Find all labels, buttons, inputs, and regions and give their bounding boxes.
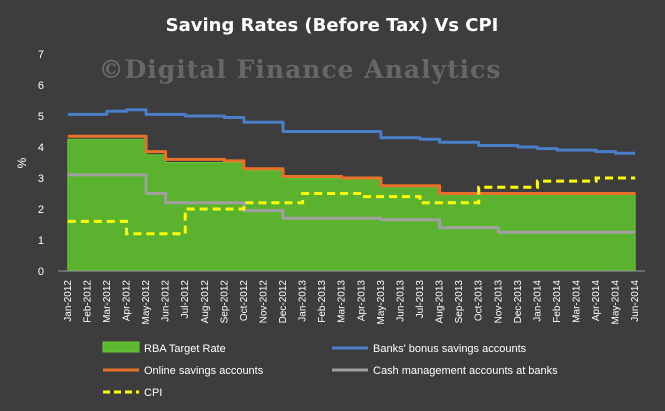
plot-area: 0 1 2 3 4 5 6 7 Jan-2012 Feb-2012 Mar-2012 Apr-2012… [38,49,645,324]
x-tick-label: Jan-2013 [298,280,309,322]
series-online-savings-accounts-line [67,134,636,195]
x-tick-label: Sep-2012 [219,280,230,324]
y-axis-label: % [15,157,29,168]
x-tick-label: Jun-2012 [161,280,172,322]
x-tick-label: Jan-2012 [63,280,74,322]
x-tick-label: Mar-2012 [102,280,113,323]
y-tick-label: 0 [38,266,44,278]
x-tick-label: May-2013 [376,280,387,325]
x-tick-label: Jun-2014 [630,280,641,322]
x-tick-label: Jul-2012 [180,280,191,319]
x-tick-label: Oct-2012 [239,280,250,322]
series-banks-bonus-savings-accounts-line [67,108,636,155]
x-tick-label: Mar-2014 [572,280,583,323]
x-tick-label: Oct-2013 [474,280,485,322]
legend: RBA Target Rate Banks' bonus savings acco… [102,341,558,399]
x-tick-label: Apr-2013 [356,280,367,322]
x-tick-label: Feb-2012 [82,280,93,323]
x-tick-label: Apr-2012 [121,280,132,322]
legend-label-cash-management-accounts-at-banks: Cash management accounts at banks [373,365,558,377]
y-tick-label: 3 [38,173,44,185]
legend-swatch-rba-target-rate [102,341,140,353]
legend-label-cpi: CPI [144,387,162,399]
x-tick-label: Jun-2013 [395,280,406,322]
x-tick-label: May-2014 [611,280,622,325]
legend-label-banks-bonus-savings-accounts: Banks' bonus savings accounts [373,343,527,355]
y-tick-label: 6 [38,80,44,92]
chart-title: Saving Rates (Before Tax) Vs CPI [166,15,499,36]
series-cash-management-accounts-at-banks-line [67,173,636,234]
x-tick-label: Aug-2013 [435,280,446,324]
series-cpi-line [67,176,636,236]
x-tick-label: Jan-2014 [532,280,543,322]
x-tick-label: May-2012 [141,280,152,325]
y-tick-label: 4 [38,142,44,154]
y-tick-label: 5 [38,111,44,123]
x-tick-label: Nov-2013 [493,280,504,324]
x-tick-label: Apr-2014 [591,280,602,322]
x-tick-label: Feb-2013 [317,280,328,323]
series-rba-target-rate-area [67,138,636,272]
x-tick-label: Dec-2013 [513,280,524,324]
x-tick-label: Dec-2012 [278,280,289,324]
legend-label-rba-target-rate: RBA Target Rate [144,343,226,355]
x-tick-label: Aug-2012 [200,280,211,324]
legend-label-online-savings-accounts: Online savings accounts [144,365,264,377]
x-tick-label: Nov-2012 [258,280,269,324]
x-tick-label: Sep-2013 [454,280,465,324]
y-tick-label: 1 [38,235,44,247]
y-tick-label: 7 [38,49,44,61]
x-tick-label: Mar-2013 [337,280,348,323]
watermark-text: ©Digital Finance Analytics [99,55,502,84]
x-tick-label: Feb-2014 [552,280,563,323]
y-tick-label: 2 [38,204,44,216]
x-tick-label: Jul-2013 [415,280,426,319]
